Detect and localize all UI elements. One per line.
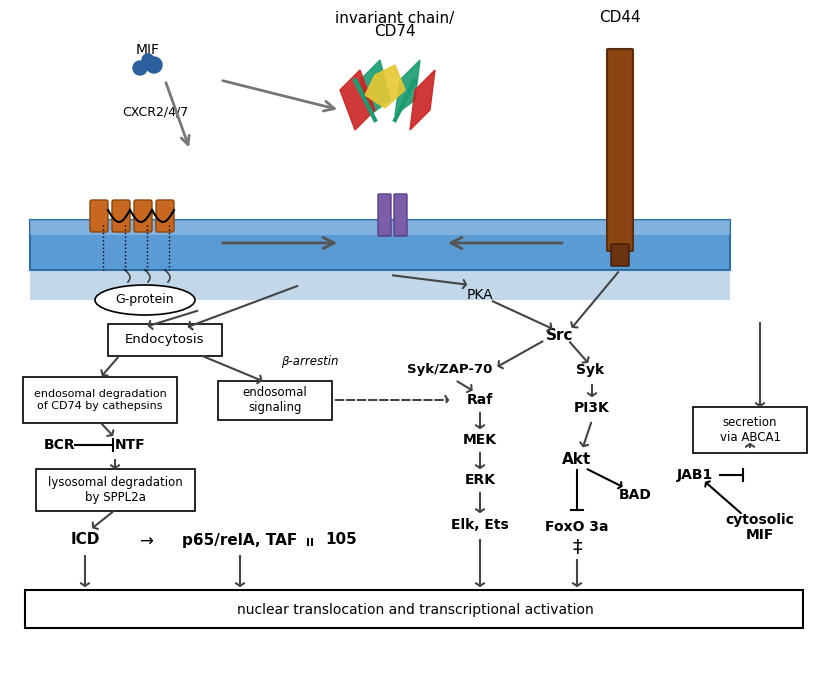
Text: invariant chain/: invariant chain/ bbox=[335, 10, 455, 26]
Polygon shape bbox=[360, 60, 390, 115]
FancyBboxPatch shape bbox=[218, 381, 332, 420]
Text: 105: 105 bbox=[325, 532, 357, 548]
Text: Akt: Akt bbox=[563, 452, 592, 468]
Text: ‡: ‡ bbox=[572, 539, 582, 557]
Circle shape bbox=[142, 54, 154, 66]
FancyBboxPatch shape bbox=[30, 220, 730, 235]
Circle shape bbox=[133, 61, 147, 75]
Text: lysosomal degradation
by SPPL2a: lysosomal degradation by SPPL2a bbox=[48, 476, 182, 504]
FancyBboxPatch shape bbox=[394, 194, 407, 236]
Text: Elk, Ets: Elk, Ets bbox=[451, 518, 509, 532]
Text: BAD: BAD bbox=[619, 488, 651, 502]
Text: Raf: Raf bbox=[466, 393, 493, 407]
Text: PI3K: PI3K bbox=[574, 401, 610, 415]
Text: cytosolic: cytosolic bbox=[726, 513, 794, 527]
Text: Endocytosis: Endocytosis bbox=[125, 333, 205, 347]
Ellipse shape bbox=[95, 285, 195, 315]
Text: G-protein: G-protein bbox=[115, 294, 175, 306]
Text: MIF: MIF bbox=[136, 43, 160, 57]
FancyBboxPatch shape bbox=[156, 200, 174, 232]
FancyBboxPatch shape bbox=[35, 469, 195, 511]
FancyBboxPatch shape bbox=[134, 200, 152, 232]
Text: NTF: NTF bbox=[115, 438, 145, 452]
Text: BCR: BCR bbox=[44, 438, 76, 452]
Text: CXCR2/4/7: CXCR2/4/7 bbox=[122, 106, 188, 118]
FancyBboxPatch shape bbox=[108, 324, 222, 356]
Text: endosomal degradation
of CD74 by cathepsins: endosomal degradation of CD74 by catheps… bbox=[33, 389, 166, 411]
Text: β-arrestin: β-arrestin bbox=[281, 356, 339, 368]
FancyBboxPatch shape bbox=[25, 590, 803, 628]
Text: FoxO 3a: FoxO 3a bbox=[545, 520, 609, 534]
FancyBboxPatch shape bbox=[30, 220, 730, 270]
Polygon shape bbox=[410, 70, 435, 130]
Text: MEK: MEK bbox=[463, 433, 497, 447]
FancyBboxPatch shape bbox=[378, 194, 391, 236]
Text: Syk: Syk bbox=[576, 363, 604, 377]
Text: nuclear translocation and transcriptional activation: nuclear translocation and transcriptiona… bbox=[237, 603, 594, 617]
Text: ICD: ICD bbox=[70, 532, 99, 548]
Polygon shape bbox=[395, 60, 420, 115]
Text: II: II bbox=[306, 538, 314, 548]
Text: Syk/ZAP-70: Syk/ZAP-70 bbox=[407, 363, 492, 377]
Text: JAB1: JAB1 bbox=[677, 468, 713, 482]
Polygon shape bbox=[365, 65, 405, 108]
Text: PKA: PKA bbox=[466, 288, 493, 302]
FancyBboxPatch shape bbox=[112, 200, 130, 232]
Text: ERK: ERK bbox=[465, 473, 496, 487]
FancyBboxPatch shape bbox=[611, 244, 629, 266]
Polygon shape bbox=[340, 70, 375, 130]
FancyBboxPatch shape bbox=[693, 407, 807, 453]
Text: CD44: CD44 bbox=[599, 10, 641, 26]
Text: secretion
via ABCA1: secretion via ABCA1 bbox=[720, 416, 781, 444]
FancyBboxPatch shape bbox=[30, 270, 730, 300]
Text: CD74: CD74 bbox=[375, 24, 415, 40]
Text: $\rightarrow$: $\rightarrow$ bbox=[135, 531, 154, 549]
FancyBboxPatch shape bbox=[23, 377, 177, 423]
FancyBboxPatch shape bbox=[607, 49, 633, 251]
Text: MIF: MIF bbox=[746, 528, 774, 542]
Circle shape bbox=[146, 57, 162, 73]
FancyBboxPatch shape bbox=[90, 200, 108, 232]
Text: p65/relA, TAF: p65/relA, TAF bbox=[182, 532, 298, 548]
Text: Src: Src bbox=[546, 328, 573, 342]
Text: endosomal
signaling: endosomal signaling bbox=[242, 386, 308, 414]
